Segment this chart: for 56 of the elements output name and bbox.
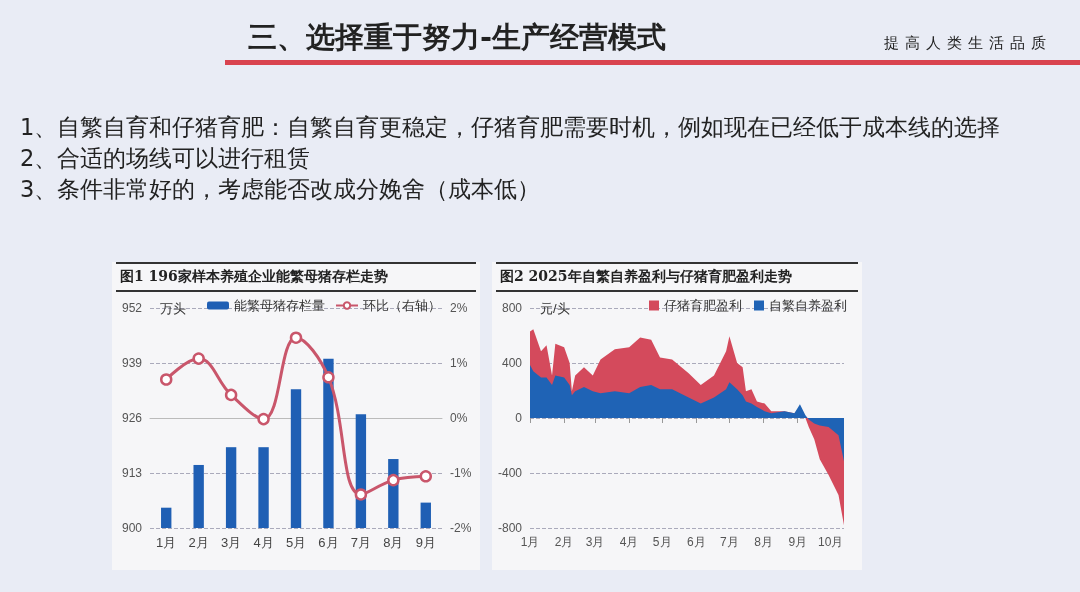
x-tick-label: 2月 bbox=[554, 535, 574, 549]
y-axis-title: 万头 bbox=[160, 300, 186, 316]
y-tick-label: 926 bbox=[121, 411, 143, 425]
legend-label: 仔猪育肥盈利 bbox=[664, 297, 742, 313]
y-tick-label: 0 bbox=[515, 411, 523, 425]
y2-tick-label: -2% bbox=[450, 521, 472, 535]
point bbox=[192, 352, 205, 365]
y-tick-label: 400 bbox=[501, 356, 523, 370]
y2-tick-label: -1% bbox=[450, 466, 472, 480]
point bbox=[289, 331, 303, 344]
x-tick-label: 7月 bbox=[350, 535, 372, 550]
x-tick-label: 5月 bbox=[285, 535, 307, 550]
x-tick-label: 2月 bbox=[188, 535, 209, 550]
text: 2、合适的场线可以进行租赁 bbox=[20, 144, 312, 173]
x-tick-label: 10月 bbox=[818, 535, 844, 549]
y-tick-label: 800 bbox=[501, 301, 523, 315]
point bbox=[419, 470, 433, 483]
point bbox=[257, 412, 270, 426]
y-tick-label: 900 bbox=[121, 521, 143, 535]
y-tick-label: 952 bbox=[121, 301, 143, 315]
y2-tick-label: 0% bbox=[450, 411, 468, 425]
x-tick-label: 4月 bbox=[253, 535, 274, 550]
chart-title: 图1 196家样本养殖企业能繁母猪存栏走势 bbox=[116, 262, 476, 292]
chart-title: 图2 2025年自繁自养盈利与仔猪育肥盈利走势 bbox=[496, 262, 858, 292]
x-tick-label: 6月 bbox=[318, 535, 339, 550]
x-tick-label: 8月 bbox=[754, 535, 773, 549]
point bbox=[354, 488, 368, 501]
y-tick-label: 913 bbox=[121, 466, 143, 480]
y-tick-label: -800 bbox=[497, 521, 523, 535]
y-tick-label: 939 bbox=[121, 356, 143, 370]
text: 三、选择重于努力-生产经营模式 bbox=[248, 19, 667, 56]
x-tick-label: 7月 bbox=[720, 535, 739, 549]
point bbox=[322, 371, 335, 384]
legend-label: 自繁自养盈利 bbox=[769, 297, 847, 313]
x-tick-label: 3月 bbox=[585, 535, 605, 549]
text: 1、自繁自育和仔猪育肥：自繁自育更稳定，仔猪育肥需要时机，例如现在已经低于成本线的选择 bbox=[20, 113, 1002, 142]
legend-label: 环比（右轴） bbox=[363, 298, 441, 313]
x-tick-label: 5月 bbox=[652, 535, 672, 549]
x-tick-label: 1月 bbox=[156, 535, 177, 550]
x-tick-label: 9月 bbox=[788, 535, 808, 549]
legend-label: 能繁母猪存栏量 bbox=[234, 298, 325, 313]
point bbox=[159, 373, 173, 386]
x-tick-label: 3月 bbox=[220, 535, 242, 550]
x-tick-label: 4月 bbox=[619, 535, 639, 549]
y-tick-label: -400 bbox=[497, 466, 523, 480]
point bbox=[224, 388, 238, 402]
y-axis-title: 元/头 bbox=[540, 300, 570, 316]
y2-tick-label: 2% bbox=[450, 301, 468, 315]
x-tick-label: 6月 bbox=[687, 535, 706, 549]
text: 提高人类生活品质 bbox=[884, 34, 1052, 53]
x-tick-label: 1月 bbox=[520, 535, 540, 549]
x-tick-label: 8月 bbox=[383, 535, 404, 550]
y2-tick-label: 1% bbox=[450, 356, 468, 370]
point bbox=[387, 473, 400, 487]
text: 3、条件非常好的，考虑能否改成分娩舍（成本低） bbox=[20, 175, 542, 204]
x-tick-label: 9月 bbox=[415, 535, 436, 550]
